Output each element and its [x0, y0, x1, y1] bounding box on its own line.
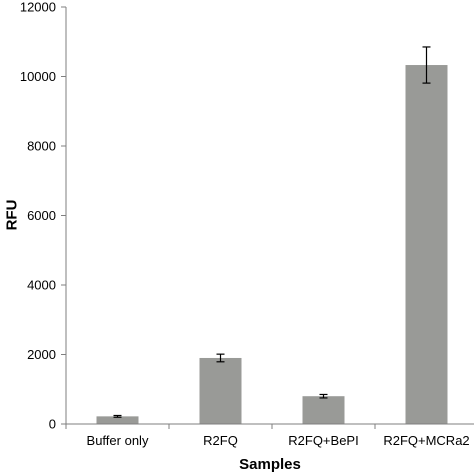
y-tick-label: 8000: [27, 139, 56, 154]
bar: [199, 357, 242, 424]
error-bar: [113, 414, 122, 418]
y-tick-label: 6000: [27, 208, 56, 223]
bars: [96, 65, 448, 424]
y-tick-label: 0: [49, 417, 56, 432]
y-tick-label: 2000: [27, 347, 56, 362]
error-bar: [216, 353, 225, 363]
x-axis-ticks: [65, 424, 376, 429]
y-tick-label: 12000: [20, 0, 56, 15]
y-tick-label: 10000: [20, 69, 56, 84]
y-tick-label: 4000: [27, 278, 56, 293]
bar: [96, 416, 139, 424]
y-axis-title: RFU: [4, 200, 21, 231]
x-tick-label: R2FQ+BePI: [288, 433, 358, 448]
y-axis-ticks: 0 2000 4000 6000 8000 10000 12000: [20, 0, 66, 432]
x-tick-label: Buffer only: [87, 433, 149, 448]
error-bars: [113, 46, 431, 418]
x-tick-label: R2FQ+MCRa2: [383, 433, 469, 448]
error-bar: [422, 46, 431, 84]
x-axis-tick-labels: Buffer only R2FQ R2FQ+BePI R2FQ+MCRa2: [87, 433, 470, 448]
error-bar: [319, 393, 328, 399]
x-axis-title: Samples: [239, 456, 301, 473]
bar: [302, 396, 345, 424]
bar: [405, 65, 448, 424]
x-tick-label: R2FQ: [203, 433, 238, 448]
